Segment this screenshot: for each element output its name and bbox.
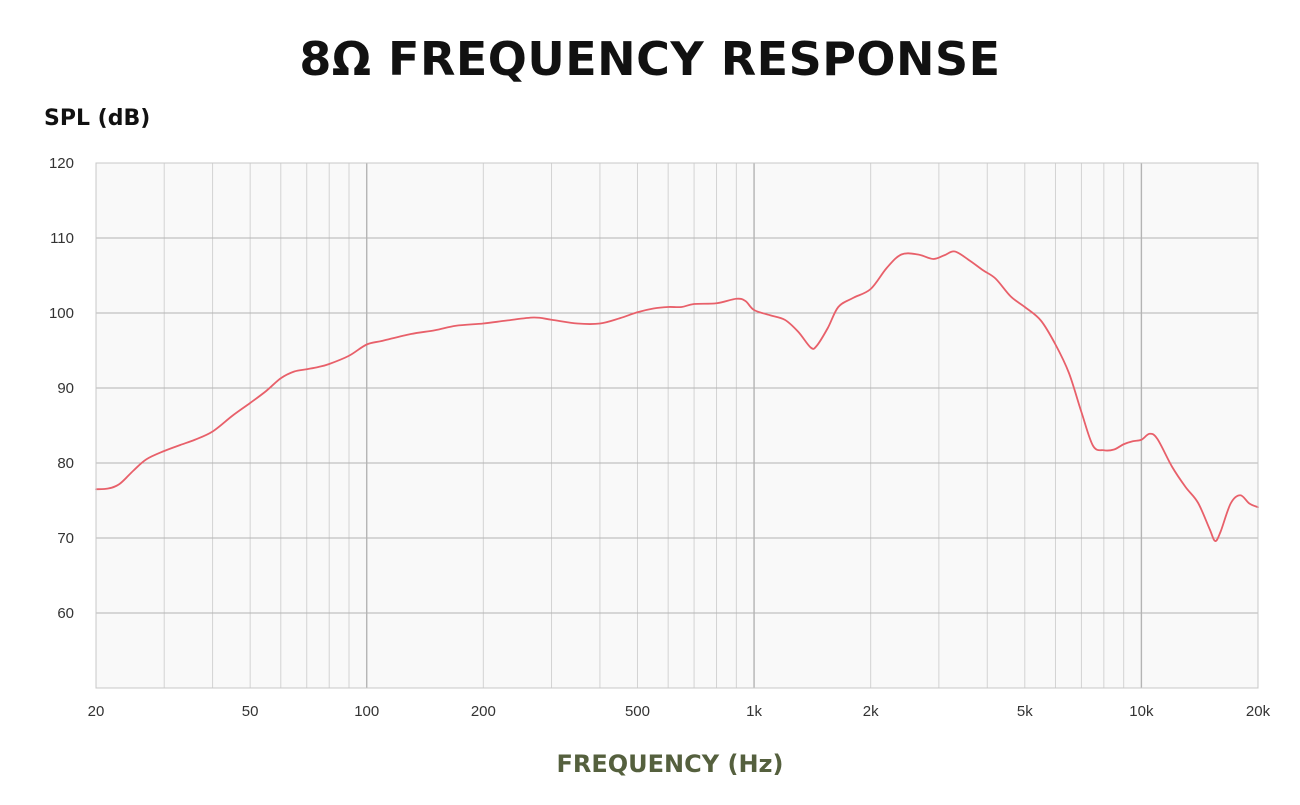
- x-tick-labels: 20 50 100 200 500 1k 2k 5k 10k 20k: [88, 703, 1271, 720]
- x-tick-label: 20k: [1246, 703, 1271, 720]
- y-tick-label: 80: [57, 455, 74, 472]
- x-tick-label: 1k: [746, 703, 762, 720]
- plot-area: [96, 163, 1258, 688]
- series-lines: [95, 250, 1259, 542]
- x-tick-label: 50: [242, 703, 259, 720]
- x-tick-label: 100: [354, 703, 379, 720]
- chart-title: 8Ω FREQUENCY RESPONSE: [299, 32, 1001, 86]
- x-axis-label: FREQUENCY (Hz): [556, 750, 784, 778]
- y-tick-label: 70: [57, 530, 74, 547]
- x-tick-label: 5k: [1017, 703, 1033, 720]
- x-tick-label: 500: [625, 703, 650, 720]
- plot-border: [95, 162, 1259, 689]
- x-tick-label: 10k: [1129, 703, 1154, 720]
- x-tick-label: 20: [88, 703, 105, 720]
- spl-response-line: [95, 250, 1259, 542]
- y-axis-label: SPL (dB): [44, 106, 151, 131]
- x-tick-label: 2k: [863, 703, 879, 720]
- y-tick-labels: 120 110 100 90 80 70 60: [49, 155, 74, 622]
- x-tick-label: 200: [471, 703, 496, 720]
- y-tick-label: 110: [50, 230, 74, 247]
- y-tick-label: 90: [57, 380, 74, 397]
- grid-lines: [96, 162, 1258, 688]
- y-tick-label: 60: [57, 605, 74, 622]
- y-tick-label: 120: [49, 155, 74, 172]
- y-tick-label: 100: [49, 305, 74, 322]
